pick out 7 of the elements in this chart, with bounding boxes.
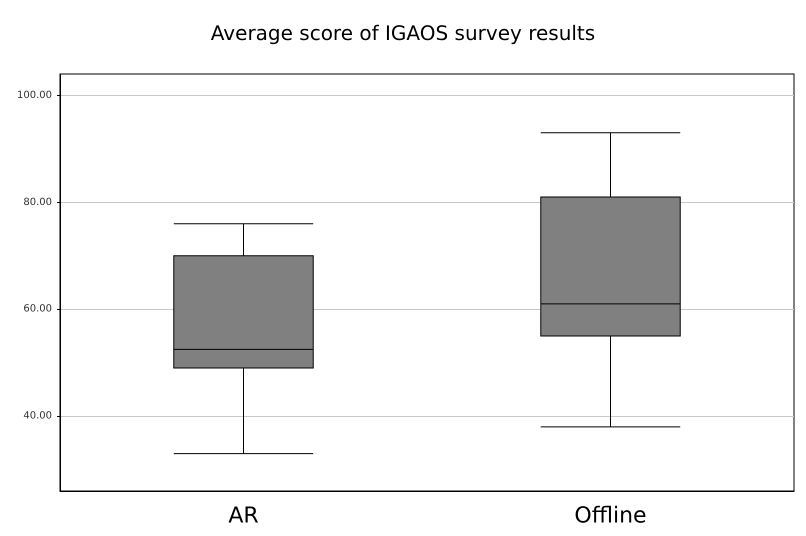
chart-title: Average score of IGAOS survey results [210, 21, 596, 45]
x-tick-label: Offline [574, 504, 647, 528]
x-tick-label: AR [228, 504, 259, 528]
y-tick-label: 60.00 [23, 304, 52, 315]
y-tick-label: 100.00 [17, 90, 52, 101]
y-tick-label: 40.00 [23, 410, 52, 422]
y-tick-label: 80.00 [23, 196, 52, 208]
